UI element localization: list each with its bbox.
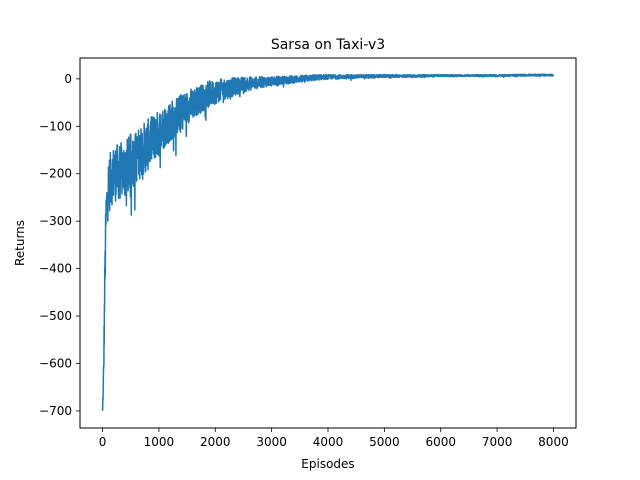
x-tick-label: 0 [99,435,107,449]
series-layer [101,73,554,411]
y-tick-label: −500 [39,309,72,323]
x-tick-label: 1000 [144,435,175,449]
x-ticks: 0 1000 2000 3000 4000 5000 6000 7000 8000 [99,428,569,449]
x-tick-label: 4000 [313,435,344,449]
y-tick-label: −400 [39,262,72,276]
y-tick-label: 0 [64,72,72,86]
y-tick-label: −600 [39,356,72,370]
y-tick-label: −100 [39,119,72,133]
x-tick-label: 7000 [482,435,513,449]
x-tick-label: 3000 [256,435,287,449]
y-tick-label: −700 [39,404,72,418]
series-line-0 [101,73,554,411]
y-axis-label: Returns [13,220,27,266]
x-axis-label: Episodes [301,457,354,471]
x-tick-label: 2000 [200,435,231,449]
x-tick-label: 8000 [538,435,569,449]
y-ticks: 0 −100 −200 −300 −400 −500 −600 −700 [39,72,80,418]
chart-title: Sarsa on Taxi-v3 [271,37,385,53]
y-tick-label: −300 [39,214,72,228]
x-tick-label: 5000 [369,435,400,449]
x-tick-label: 6000 [425,435,456,449]
y-tick-label: −200 [39,167,72,181]
